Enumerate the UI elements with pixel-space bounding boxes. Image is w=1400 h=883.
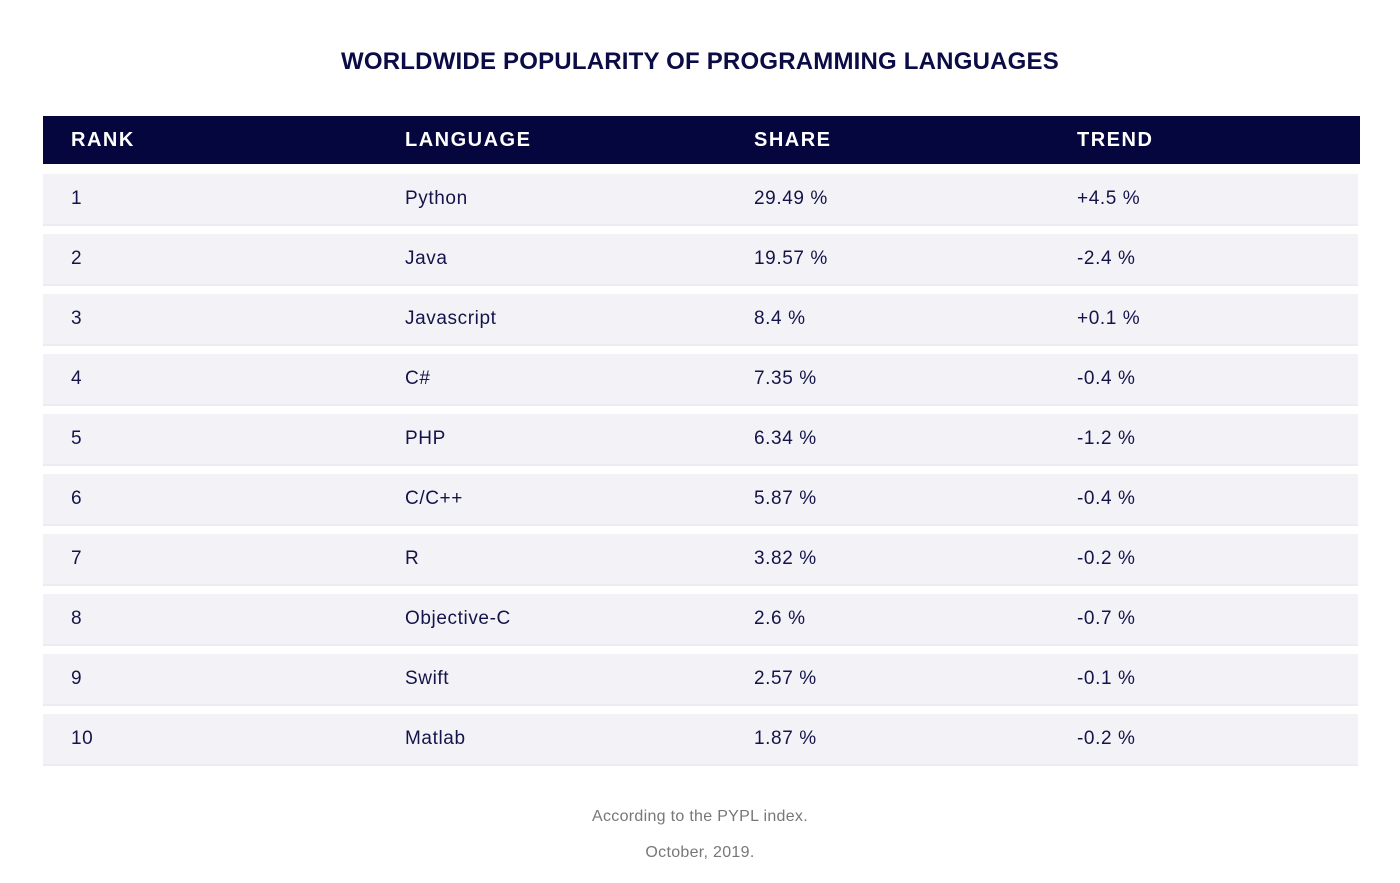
table-row: 3 Javascript 8.4 % +0.1 % — [43, 294, 1358, 346]
language-cell: Python — [405, 188, 468, 209]
language-cell: Javascript — [405, 308, 497, 329]
footnote-source: According to the PYPL index. — [592, 808, 808, 825]
table-row: 9 Swift 2.57 % -0.1 % — [43, 654, 1358, 706]
column-header-rank: RANK — [71, 129, 135, 151]
rank-cell: 3 — [71, 308, 83, 329]
share-cell: 19.57 % — [754, 248, 828, 269]
rank-cell: 9 — [71, 668, 83, 689]
trend-cell: -0.4 % — [1077, 368, 1136, 389]
share-cell: 5.87 % — [754, 488, 817, 509]
trend-cell: -1.2 % — [1077, 428, 1136, 449]
column-header-share: SHARE — [754, 129, 832, 151]
language-cell: R — [405, 548, 420, 569]
trend-cell: -0.2 % — [1077, 728, 1136, 749]
share-cell: 8.4 % — [754, 308, 806, 329]
table-row: 4 C# 7.35 % -0.4 % — [43, 354, 1358, 406]
rank-cell: 7 — [71, 548, 83, 569]
rank-cell: 4 — [71, 368, 83, 389]
table-row: 8 Objective-C 2.6 % -0.7 % — [43, 594, 1358, 646]
rank-cell: 2 — [71, 248, 83, 269]
language-cell: C# — [405, 368, 431, 389]
table-row: 2 Java 19.57 % -2.4 % — [43, 234, 1358, 286]
trend-cell: -0.1 % — [1077, 668, 1136, 689]
language-cell: Objective-C — [405, 608, 511, 629]
language-cell: Matlab — [405, 728, 466, 749]
share-cell: 29.49 % — [754, 188, 828, 209]
table-row: 7 R 3.82 % -0.2 % — [43, 534, 1358, 586]
language-cell: C/C++ — [405, 488, 463, 509]
trend-cell: -0.7 % — [1077, 608, 1136, 629]
trend-cell: +4.5 % — [1077, 188, 1141, 209]
trend-cell: -2.4 % — [1077, 248, 1136, 269]
rank-cell: 6 — [71, 488, 83, 509]
footnote-date: October, 2019. — [645, 844, 755, 861]
share-cell: 2.6 % — [754, 608, 806, 629]
share-cell: 3.82 % — [754, 548, 817, 569]
popularity-table: RANK LANGUAGE SHARE TREND 1 Python 29.49 %… — [43, 116, 1360, 766]
trend-cell: -0.2 % — [1077, 548, 1136, 569]
rank-cell: 8 — [71, 608, 83, 629]
language-cell: PHP — [405, 428, 446, 449]
rank-cell: 1 — [71, 188, 83, 209]
share-cell: 6.34 % — [754, 428, 817, 449]
trend-cell: +0.1 % — [1077, 308, 1141, 329]
language-cell: Swift — [405, 668, 450, 689]
table-header: RANK LANGUAGE SHARE TREND — [43, 116, 1360, 164]
column-header-trend: TREND — [1077, 129, 1154, 151]
share-cell: 1.87 % — [754, 728, 817, 749]
language-cell: Java — [405, 248, 448, 269]
share-cell: 7.35 % — [754, 368, 817, 389]
trend-cell: -0.4 % — [1077, 488, 1136, 509]
table-title: WORLDWIDE POPULARITY OF PROGRAMMING LANG… — [341, 48, 1059, 75]
table-row: 10 Matlab 1.87 % -0.2 % — [43, 714, 1358, 766]
rank-cell: 10 — [71, 728, 94, 749]
share-cell: 2.57 % — [754, 668, 817, 689]
table-row: 1 Python 29.49 % +4.5 % — [43, 174, 1358, 226]
table-row: 5 PHP 6.34 % -1.2 % — [43, 414, 1358, 466]
rank-cell: 5 — [71, 428, 83, 449]
table-row: 6 C/C++ 5.87 % -0.4 % — [43, 474, 1358, 526]
column-header-language: LANGUAGE — [405, 129, 532, 151]
